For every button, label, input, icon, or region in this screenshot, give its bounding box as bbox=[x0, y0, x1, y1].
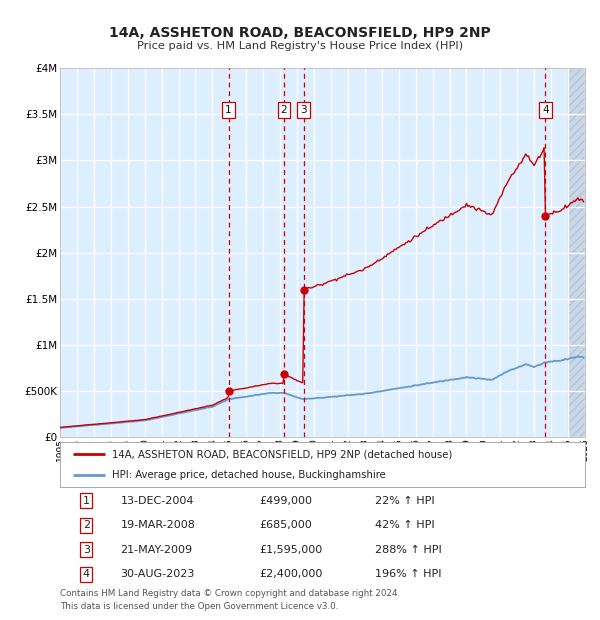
Text: 14A, ASSHETON ROAD, BEACONSFIELD, HP9 2NP: 14A, ASSHETON ROAD, BEACONSFIELD, HP9 2N… bbox=[109, 27, 491, 40]
Text: £685,000: £685,000 bbox=[260, 520, 312, 530]
Text: 3: 3 bbox=[301, 105, 307, 115]
Text: 4: 4 bbox=[83, 569, 90, 579]
Text: 2: 2 bbox=[281, 105, 287, 115]
Text: 13-DEC-2004: 13-DEC-2004 bbox=[121, 496, 194, 506]
Text: £2,400,000: £2,400,000 bbox=[260, 569, 323, 579]
Text: 19-MAR-2008: 19-MAR-2008 bbox=[121, 520, 195, 530]
Text: Price paid vs. HM Land Registry's House Price Index (HPI): Price paid vs. HM Land Registry's House … bbox=[137, 41, 463, 51]
Text: 4: 4 bbox=[542, 105, 548, 115]
Text: HPI: Average price, detached house, Buckinghamshire: HPI: Average price, detached house, Buck… bbox=[113, 469, 386, 480]
Text: £499,000: £499,000 bbox=[260, 496, 313, 506]
Text: 3: 3 bbox=[83, 545, 90, 555]
Text: £1,595,000: £1,595,000 bbox=[260, 545, 323, 555]
Text: Contains HM Land Registry data © Crown copyright and database right 2024.
This d: Contains HM Land Registry data © Crown c… bbox=[60, 589, 400, 611]
Text: 2: 2 bbox=[83, 520, 90, 530]
Text: 14A, ASSHETON ROAD, BEACONSFIELD, HP9 2NP (detached house): 14A, ASSHETON ROAD, BEACONSFIELD, HP9 2N… bbox=[113, 449, 453, 459]
Text: 21-MAY-2009: 21-MAY-2009 bbox=[121, 545, 193, 555]
Text: 1: 1 bbox=[83, 496, 90, 506]
Text: 30-AUG-2023: 30-AUG-2023 bbox=[121, 569, 195, 579]
Text: 22% ↑ HPI: 22% ↑ HPI bbox=[375, 496, 434, 506]
Bar bbox=[568, 68, 593, 437]
Text: 42% ↑ HPI: 42% ↑ HPI bbox=[375, 520, 434, 530]
Bar bbox=[568, 68, 593, 437]
Text: 288% ↑ HPI: 288% ↑ HPI bbox=[375, 545, 442, 555]
Text: 1: 1 bbox=[225, 105, 232, 115]
Text: 196% ↑ HPI: 196% ↑ HPI bbox=[375, 569, 442, 579]
